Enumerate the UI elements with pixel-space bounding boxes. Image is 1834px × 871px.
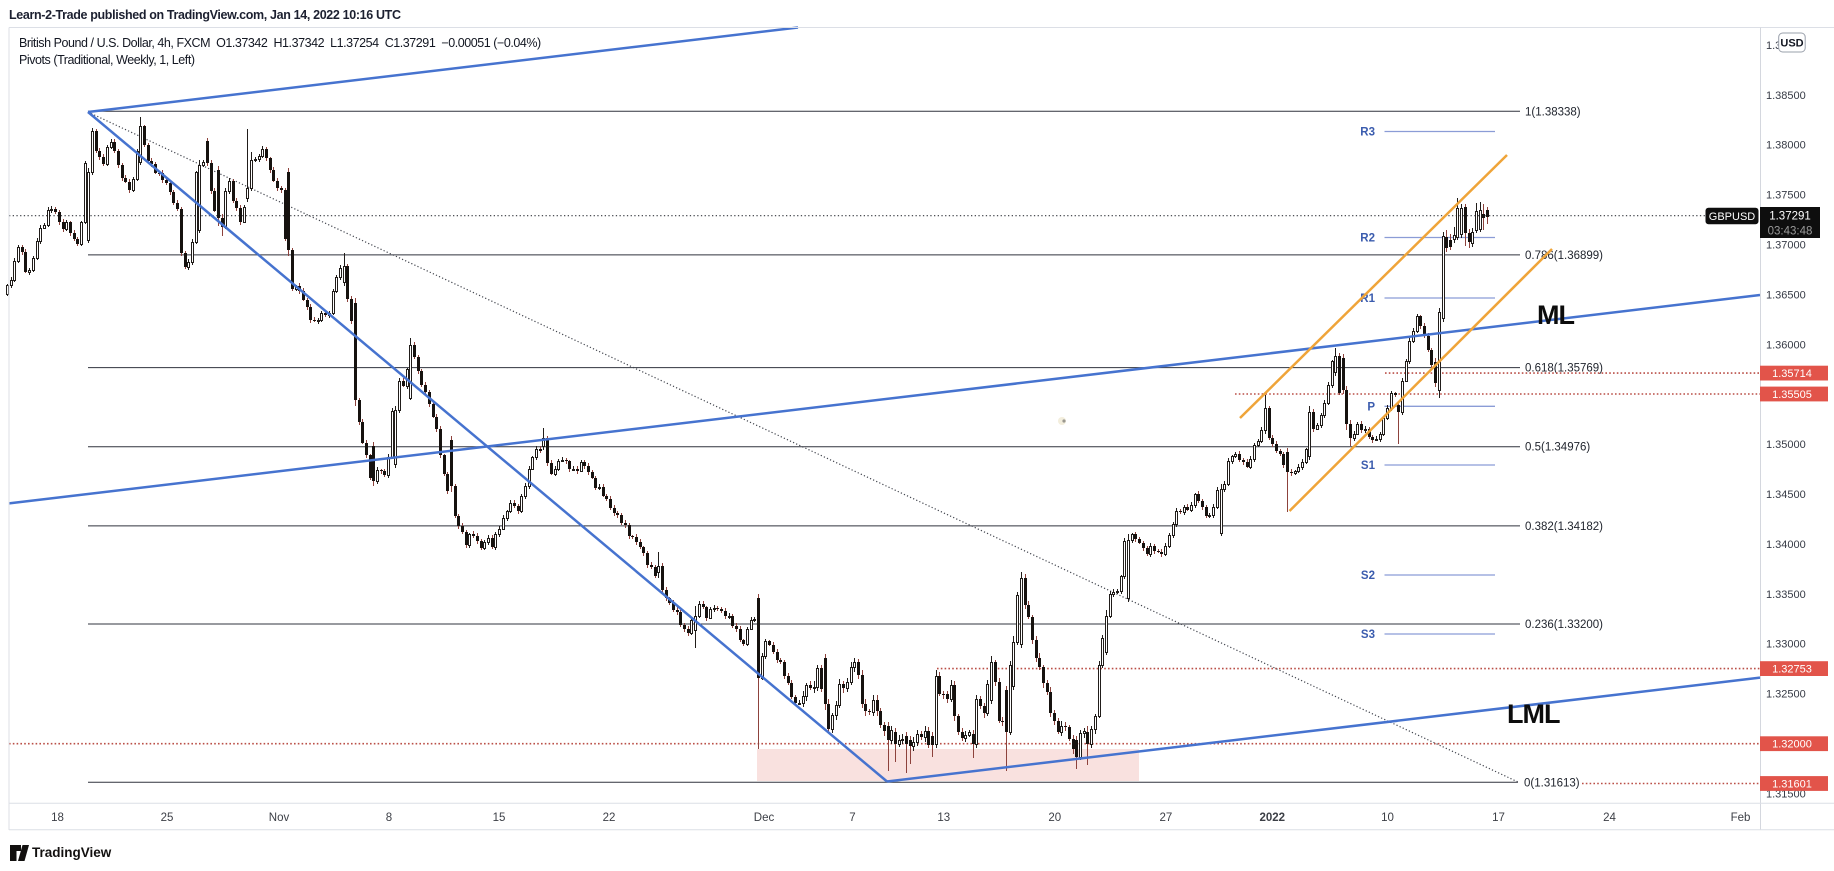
svg-text:R1: R1 xyxy=(1360,293,1375,305)
svg-text:0.236(1.33200): 0.236(1.33200) xyxy=(1525,619,1603,631)
svg-text:1.37500: 1.37500 xyxy=(1766,190,1806,202)
svg-text:25: 25 xyxy=(161,812,174,824)
svg-text:1.34000: 1.34000 xyxy=(1766,539,1806,551)
svg-text:1.38500: 1.38500 xyxy=(1766,90,1806,102)
svg-text:British Pound / U.S. Dollar, 4: British Pound / U.S. Dollar, 4h, FXCM O1… xyxy=(19,36,541,50)
svg-text:1.37291: 1.37291 xyxy=(1769,211,1811,223)
svg-text:2022: 2022 xyxy=(1260,812,1286,824)
svg-text:1.35000: 1.35000 xyxy=(1766,439,1806,451)
svg-text:13: 13 xyxy=(937,812,950,824)
svg-text:1.36000: 1.36000 xyxy=(1766,339,1806,351)
svg-text:S2: S2 xyxy=(1361,570,1375,582)
svg-text:1.32753: 1.32753 xyxy=(1772,663,1812,675)
svg-text:0(1.31613): 0(1.31613) xyxy=(1524,777,1580,789)
svg-text:1.35505: 1.35505 xyxy=(1772,389,1812,401)
svg-text:10: 10 xyxy=(1381,812,1394,824)
svg-text:17: 17 xyxy=(1492,812,1505,824)
svg-text:R3: R3 xyxy=(1360,127,1375,139)
svg-text:Feb: Feb xyxy=(1731,812,1751,824)
svg-text:0.618(1.35769): 0.618(1.35769) xyxy=(1525,363,1603,375)
svg-text:20: 20 xyxy=(1048,812,1061,824)
svg-text:8: 8 xyxy=(386,812,392,824)
svg-text:ML: ML xyxy=(1537,300,1574,330)
svg-text:0.382(1.34182): 0.382(1.34182) xyxy=(1525,521,1603,533)
svg-text:P: P xyxy=(1367,402,1375,414)
svg-text:1.36500: 1.36500 xyxy=(1766,290,1806,302)
svg-text:24: 24 xyxy=(1603,812,1616,824)
svg-text:LML: LML xyxy=(1507,699,1560,729)
svg-text:1.34500: 1.34500 xyxy=(1766,489,1806,501)
svg-text:1.33500: 1.33500 xyxy=(1766,589,1806,601)
svg-text:S1: S1 xyxy=(1361,460,1376,472)
svg-text:0.5(1.34976): 0.5(1.34976) xyxy=(1525,442,1590,454)
svg-text:22: 22 xyxy=(603,812,616,824)
svg-text:1.32000: 1.32000 xyxy=(1772,739,1812,751)
svg-text:Nov: Nov xyxy=(269,812,290,824)
svg-text:1.31500: 1.31500 xyxy=(1766,788,1806,800)
svg-text:Learn-2-Trade published on Tra: Learn-2-Trade published on TradingView.c… xyxy=(9,8,401,22)
svg-text:Dec: Dec xyxy=(754,812,775,824)
svg-text:1(1.38338): 1(1.38338) xyxy=(1525,106,1581,118)
svg-text:1.31601: 1.31601 xyxy=(1772,778,1812,790)
svg-text:1.38000: 1.38000 xyxy=(1766,140,1806,152)
svg-text:GBPUSD: GBPUSD xyxy=(1709,211,1756,223)
svg-text:27: 27 xyxy=(1160,812,1173,824)
svg-text:7: 7 xyxy=(849,812,855,824)
svg-text:18: 18 xyxy=(51,812,64,824)
svg-text:TradingView: TradingView xyxy=(32,845,112,860)
svg-text:0.786(1.36899): 0.786(1.36899) xyxy=(1525,250,1603,262)
svg-text:1.32500: 1.32500 xyxy=(1766,689,1806,701)
svg-text:R2: R2 xyxy=(1360,233,1375,245)
svg-text:03:43:48: 03:43:48 xyxy=(1768,226,1813,238)
svg-text:1.35714: 1.35714 xyxy=(1772,368,1812,380)
svg-text:1.37000: 1.37000 xyxy=(1766,240,1806,252)
svg-text:1.33000: 1.33000 xyxy=(1766,639,1806,651)
svg-text:S3: S3 xyxy=(1361,629,1375,641)
svg-text:15: 15 xyxy=(493,812,506,824)
svg-text:USD: USD xyxy=(1780,38,1803,50)
svg-text:Pivots (Traditional, Weekly, 1: Pivots (Traditional, Weekly, 1, Left) xyxy=(19,53,195,67)
